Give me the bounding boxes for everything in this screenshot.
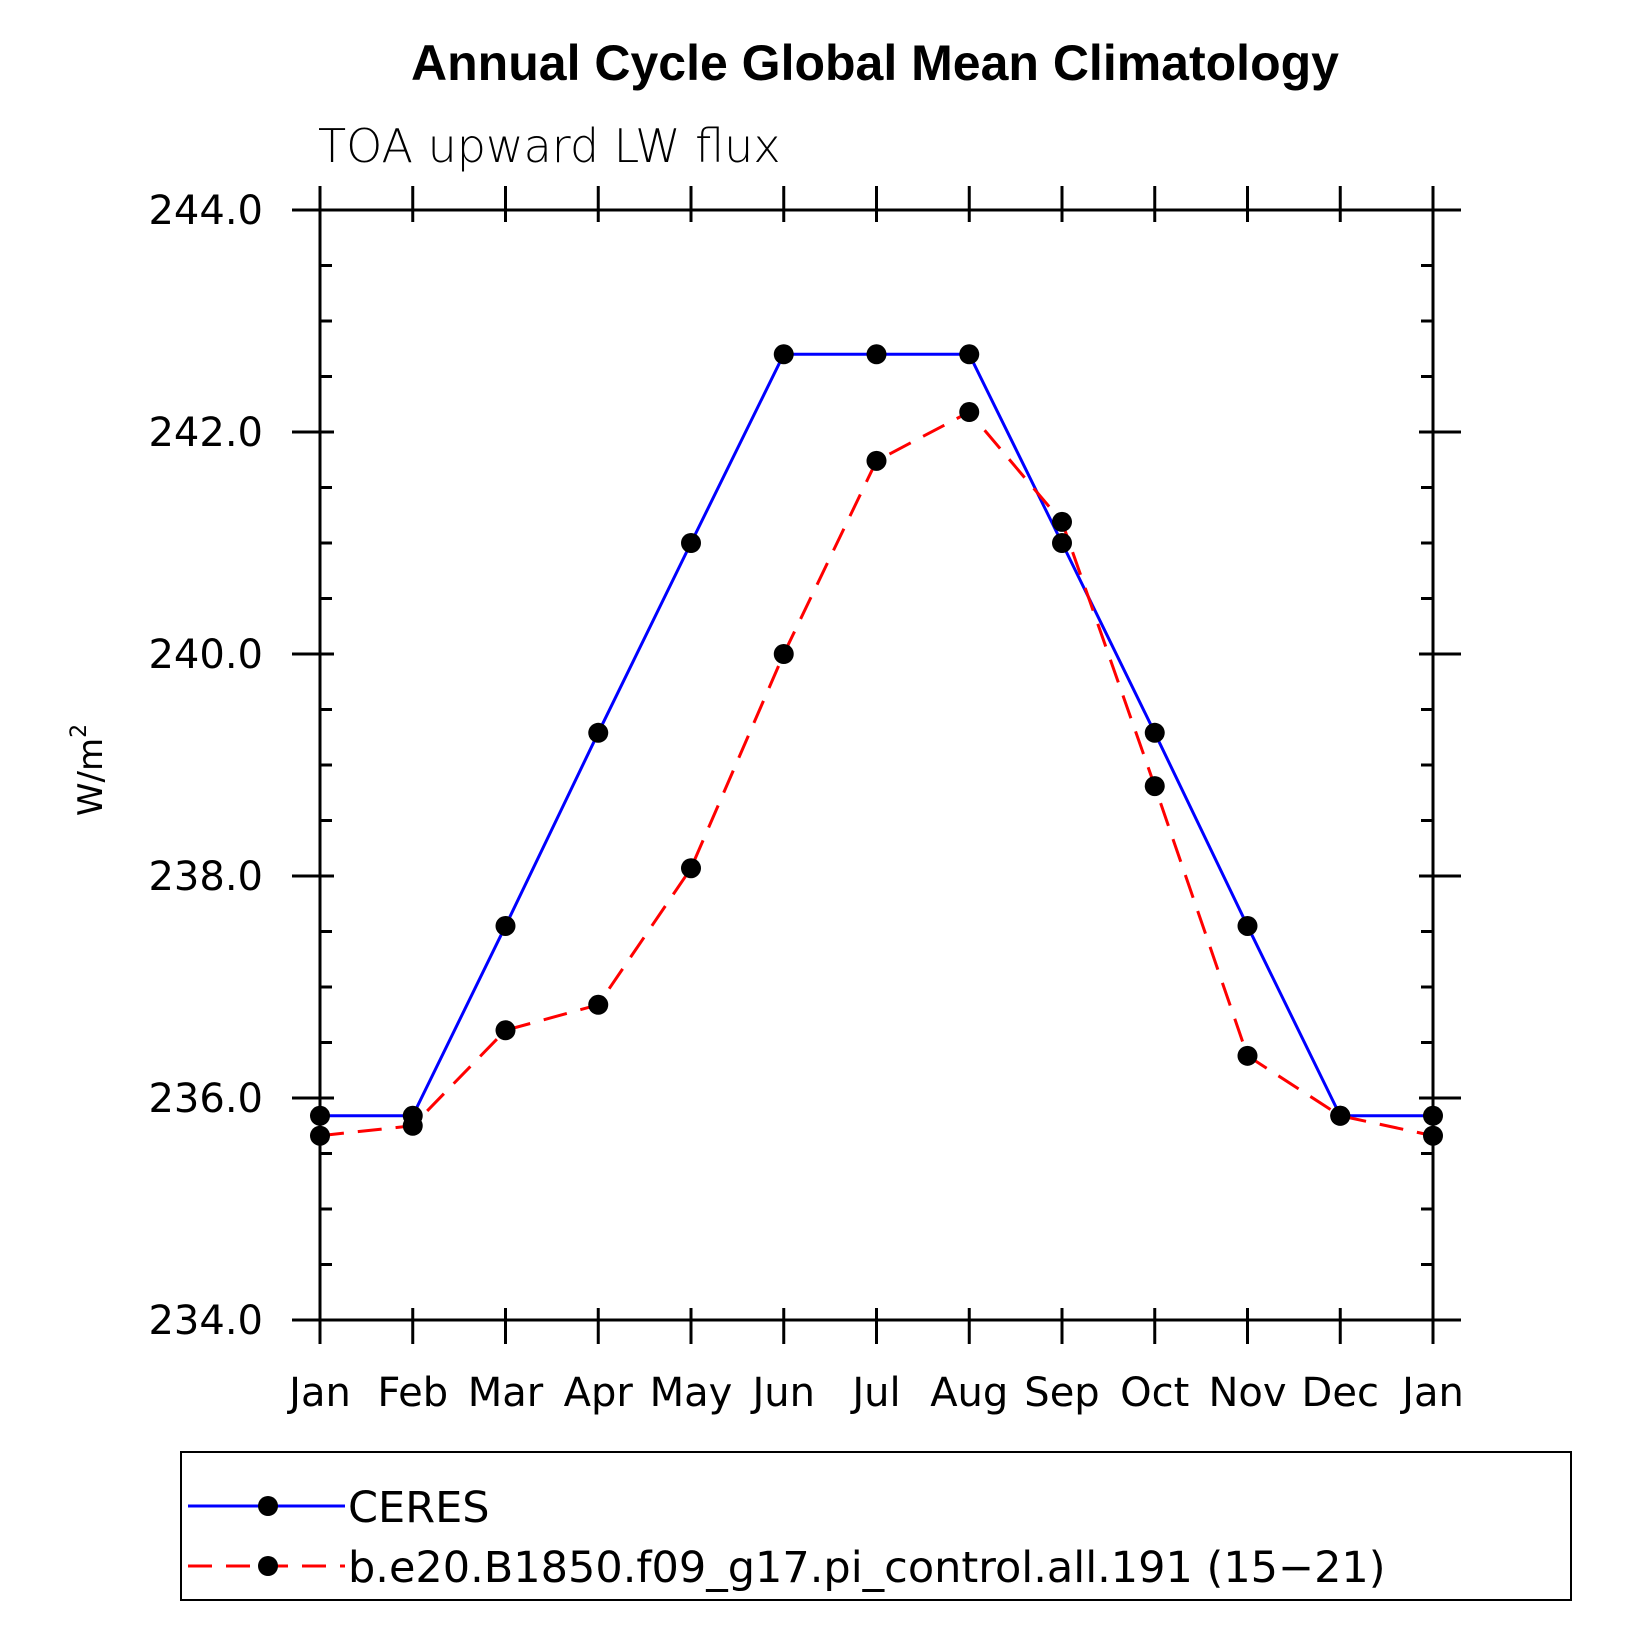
x-tick-label: Jan (286, 1370, 351, 1416)
legend: CERES b.e20.B1850.f09_g17.pi_control.all.… (180, 1451, 1572, 1601)
series-lines (319, 352, 1434, 1138)
y-tick-label: 236.0 (148, 1076, 263, 1122)
series-2-point (1237, 1045, 1258, 1066)
svg-text:W/m2: W/m2 (67, 724, 111, 816)
series-2-point (681, 858, 701, 879)
x-tick-label: Jun (750, 1370, 816, 1416)
series-2-point (310, 1125, 330, 1146)
y-axis-label: W/m2 (67, 724, 111, 816)
x-tick-label: Oct (1120, 1370, 1189, 1416)
x-tick-label: Apr (564, 1370, 634, 1416)
series-line-2 (319, 410, 1434, 1138)
y-tick-labels: 234.0 236.0 238.0 240.0 242.0 244.0 (148, 188, 263, 1344)
y-tick-label: 234.0 (148, 1298, 263, 1344)
axis-ticks (292, 186, 1461, 1344)
series-1-point (310, 1105, 330, 1126)
x-tick-label: May (650, 1370, 733, 1416)
chart-subtitle: TOA upward LW flux (318, 119, 781, 173)
x-tick-labels: Jan Feb Mar Apr May Jun Jul Aug Sep Oct Nov Dec Jan (286, 1370, 1464, 1416)
chart-title: Annual Cycle Global Mean Climatology (411, 35, 1339, 91)
series-2-point (402, 1115, 423, 1136)
series-1-point (1237, 915, 1258, 936)
series-2-point (773, 644, 794, 664)
x-tick-label: Aug (930, 1370, 1008, 1416)
y-tick-label: 242.0 (148, 410, 263, 456)
series-1-point (1423, 1105, 1443, 1126)
series-2-point (959, 402, 980, 423)
x-tick-label: Feb (377, 1370, 448, 1416)
series-1-point (773, 344, 794, 365)
x-tick-label: Nov (1208, 1370, 1286, 1416)
series-1-point (959, 344, 980, 365)
series-2-point (1052, 511, 1072, 532)
series-2-point (1330, 1105, 1351, 1126)
x-tick-label: Jan (1399, 1370, 1464, 1416)
y-tick-label: 238.0 (148, 854, 263, 900)
x-tick-label: Jul (849, 1370, 900, 1416)
series-1-point (588, 722, 609, 743)
plot-frame (318, 208, 1435, 1322)
series-2-point (1144, 776, 1165, 797)
series-1-point (681, 533, 701, 553)
legend-box (180, 1451, 1572, 1601)
series-1-point (866, 344, 887, 365)
data-markers (310, 344, 1443, 1146)
y-tick-label: 244.0 (148, 188, 263, 234)
y-tick-label: 240.0 (148, 632, 263, 678)
y-axis-label-base: W/m (71, 738, 111, 816)
y-axis-label-superscript: 2 (67, 724, 92, 738)
series-1-point (1052, 533, 1072, 553)
legend-marker-2 (258, 1556, 278, 1576)
x-tick-label: Mar (468, 1370, 544, 1416)
series-2-point (866, 450, 887, 471)
legend-marker-1 (258, 1496, 278, 1516)
legend-label-1: CERES (348, 1483, 490, 1533)
x-tick-label: Dec (1302, 1370, 1379, 1416)
series-1-point (1144, 722, 1165, 743)
series-2-point (588, 994, 609, 1015)
series-2-point (495, 1020, 516, 1041)
series-2-point (1423, 1125, 1443, 1146)
legend-label-2: b.e20.B1850.f09_g17.pi_control.all.191 (… (348, 1543, 1386, 1593)
series-1-point (495, 915, 516, 936)
x-tick-label: Sep (1024, 1370, 1099, 1416)
